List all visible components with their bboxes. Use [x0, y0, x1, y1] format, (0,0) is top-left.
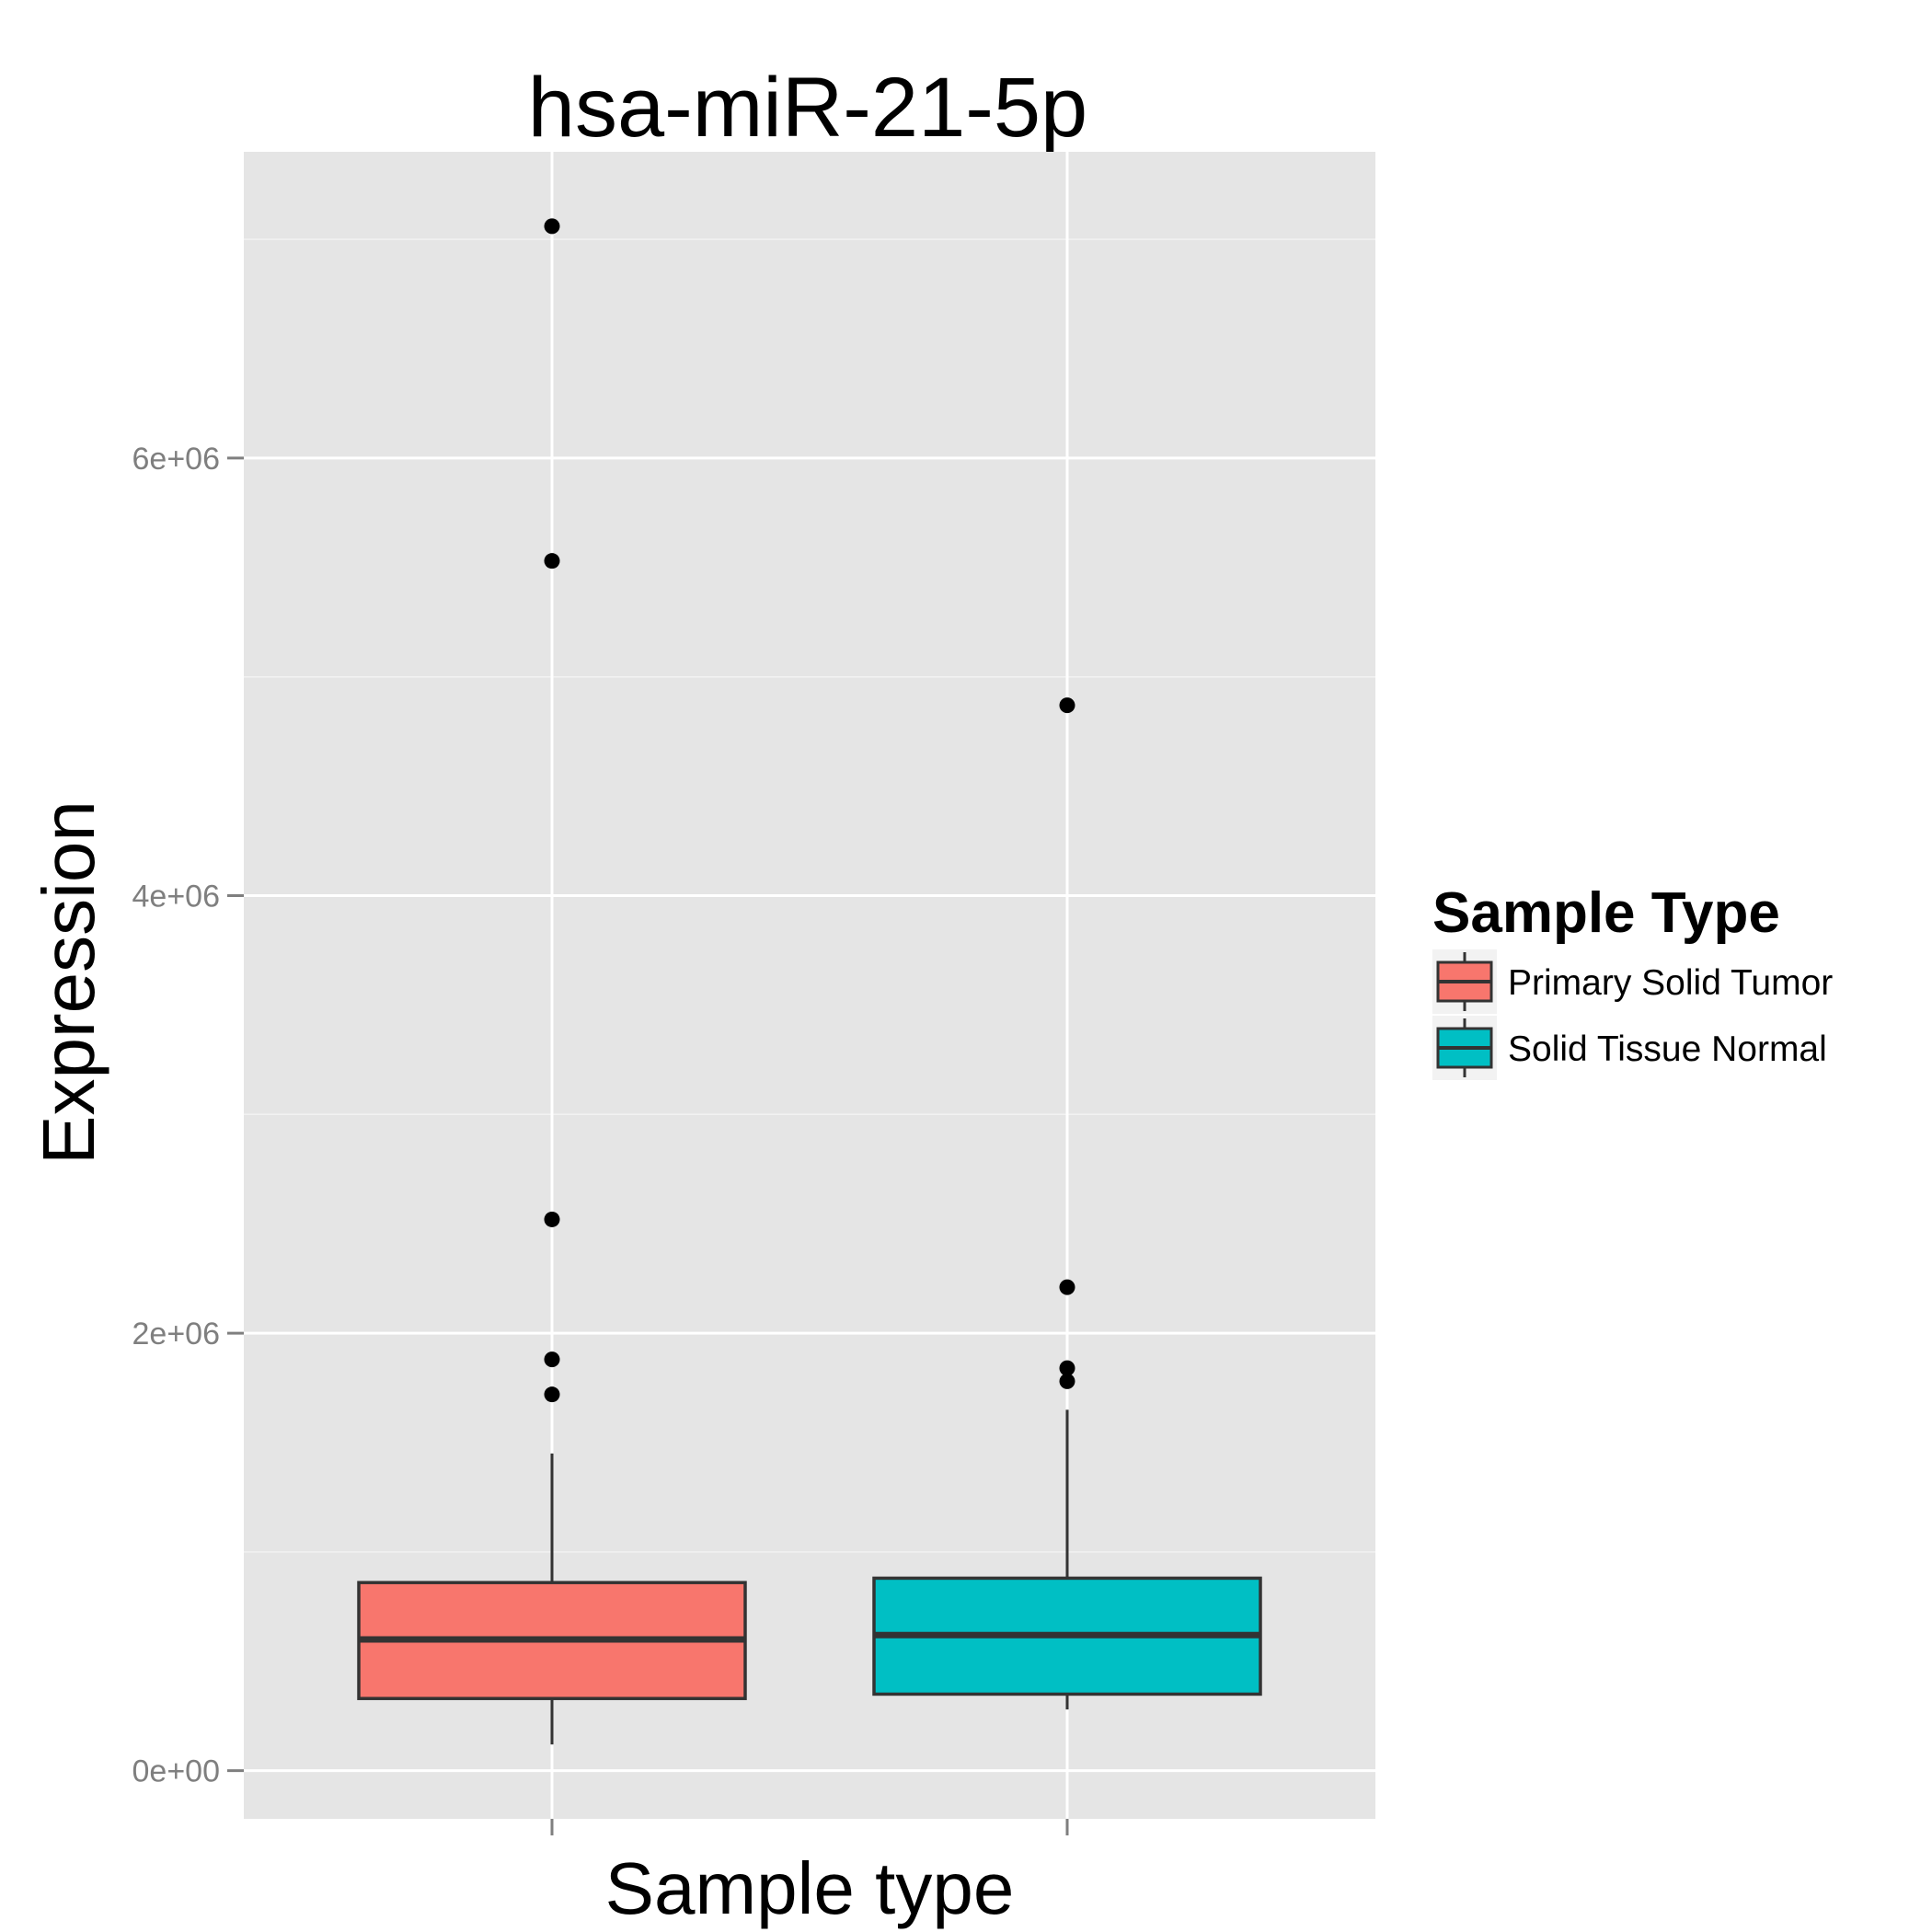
box-group	[357, 1453, 747, 1745]
y-tick-label: 2e+06	[132, 1317, 221, 1351]
outlier-point	[544, 218, 560, 235]
plot-panel	[244, 152, 1375, 1819]
x-axis	[550, 1819, 1069, 1835]
outlier-point	[1059, 1360, 1075, 1376]
legend-label: Solid Tissue Normal	[1508, 1029, 1827, 1069]
legend-label: Primary Solid Tumor	[1508, 963, 1833, 1003]
boxes-layer	[357, 1409, 1262, 1745]
y-tick-label: 6e+06	[132, 442, 221, 477]
legend-title: Sample Type	[1432, 881, 1780, 945]
legend-entry: Solid Tissue Normal	[1432, 1016, 1827, 1080]
y-tick-label: 0e+00	[132, 1754, 221, 1789]
box-group	[872, 1409, 1262, 1710]
y-tick-label: 4e+06	[132, 880, 221, 914]
outliers-layer	[544, 218, 1075, 1403]
legend: Sample Type Primary Solid Tumor Solid Tis…	[1432, 881, 1833, 1080]
minor-gridlines	[244, 238, 1375, 1553]
outlier-point	[544, 1386, 560, 1403]
outlier-point	[1059, 1279, 1075, 1295]
outlier-point	[544, 553, 560, 569]
legend-entry: Primary Solid Tumor	[1432, 949, 1833, 1014]
x-axis-title: Sample type	[605, 1847, 1015, 1929]
outlier-point	[1059, 1373, 1075, 1389]
y-axis: 0e+00 2e+06 4e+06 6e+06	[132, 442, 244, 1789]
chart-title: hsa-miR-21-5p	[528, 61, 1087, 155]
outlier-point	[1059, 697, 1075, 714]
outlier-point	[544, 1211, 560, 1227]
outlier-point	[544, 1351, 560, 1368]
y-axis-title: Expression	[28, 800, 109, 1165]
legend-entries: Primary Solid Tumor Solid Tissue Normal	[1432, 949, 1833, 1080]
